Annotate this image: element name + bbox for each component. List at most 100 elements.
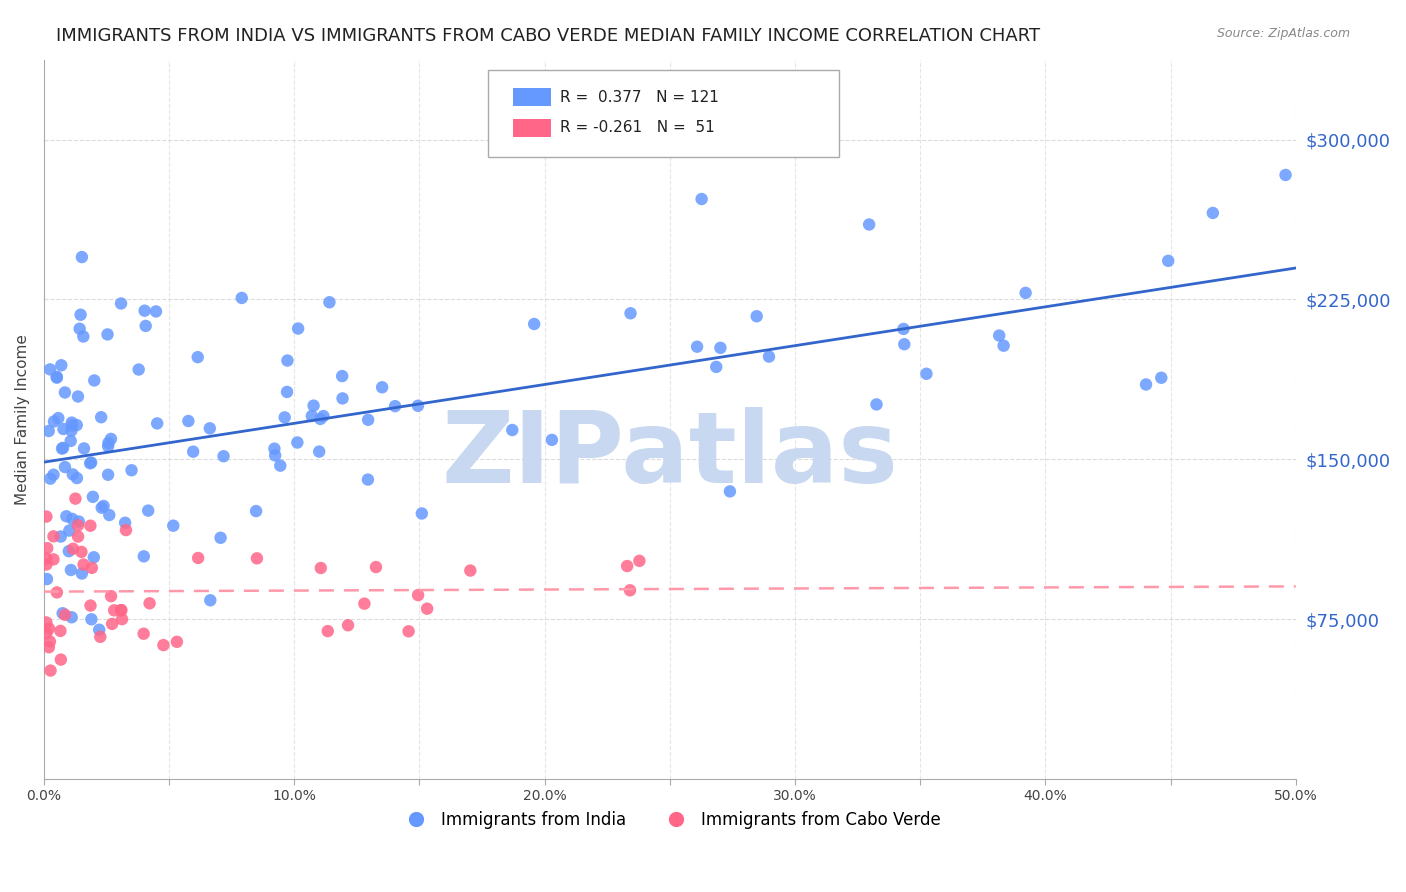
Immigrants from Cabo Verde	[80, 561, 103, 575]
Immigrants from India	[134, 303, 156, 318]
Immigrants from India	[704, 359, 727, 374]
Immigrants from India	[66, 471, 89, 485]
Immigrants from India	[60, 416, 83, 430]
Immigrants from Cabo Verde	[152, 638, 174, 652]
Immigrants from India	[72, 329, 94, 343]
Immigrants from India	[67, 515, 90, 529]
Immigrants from India	[66, 418, 89, 433]
Immigrants from India	[276, 353, 298, 368]
Immigrants from Cabo Verde	[35, 509, 58, 524]
Immigrants from India	[357, 413, 380, 427]
Immigrants from India	[915, 367, 938, 381]
Immigrants from India	[45, 369, 67, 384]
Immigrants from India	[330, 369, 353, 384]
Immigrants from India	[200, 593, 222, 607]
Immigrants from Cabo Verde	[619, 583, 641, 598]
Immigrants from India	[97, 436, 120, 450]
Immigrants from Cabo Verde	[166, 635, 188, 649]
Immigrants from India	[198, 421, 221, 435]
Text: R = -0.261   N =  51: R = -0.261 N = 51	[560, 120, 714, 135]
Text: IMMIGRANTS FROM INDIA VS IMMIGRANTS FROM CABO VERDE MEDIAN FAMILY INCOME CORRELA: IMMIGRANTS FROM INDIA VS IMMIGRANTS FROM…	[56, 27, 1040, 45]
Immigrants from India	[70, 250, 93, 264]
Immigrants from India	[709, 341, 731, 355]
Immigrants from India	[35, 572, 58, 586]
Immigrants from India	[52, 441, 75, 455]
Text: R =  0.377   N = 121: R = 0.377 N = 121	[560, 90, 718, 105]
Immigrants from Cabo Verde	[38, 622, 60, 636]
Immigrants from India	[93, 499, 115, 513]
Immigrants from India	[1157, 253, 1180, 268]
Immigrants from Cabo Verde	[42, 552, 65, 566]
Immigrants from India	[73, 442, 96, 456]
Immigrants from India	[357, 473, 380, 487]
Immigrants from India	[1135, 377, 1157, 392]
Immigrants from India	[53, 385, 76, 400]
Immigrants from Cabo Verde	[66, 518, 89, 533]
Immigrants from Cabo Verde	[316, 624, 339, 639]
Immigrants from India	[302, 399, 325, 413]
Immigrants from India	[128, 362, 150, 376]
Immigrants from India	[145, 304, 167, 318]
Immigrants from Cabo Verde	[398, 624, 420, 639]
Immigrants from India	[60, 418, 83, 433]
Immigrants from India	[269, 458, 291, 473]
Immigrants from India	[42, 415, 65, 429]
Immigrants from India	[52, 422, 75, 436]
Immigrants from India	[686, 340, 709, 354]
Immigrants from India	[51, 442, 73, 456]
Immigrants from India	[39, 472, 62, 486]
Immigrants from Cabo Verde	[100, 589, 122, 603]
Immigrants from India	[1014, 285, 1036, 300]
Immigrants from India	[758, 350, 780, 364]
Immigrants from India	[79, 456, 101, 470]
Immigrants from India	[89, 623, 111, 637]
Immigrants from Cabo Verde	[110, 603, 132, 617]
Immigrants from Cabo Verde	[45, 585, 67, 599]
Immigrants from India	[263, 442, 285, 456]
Immigrants from India	[45, 370, 67, 384]
Immigrants from India	[97, 467, 120, 482]
Immigrants from India	[38, 424, 60, 438]
Immigrants from India	[60, 424, 83, 438]
Immigrants from Cabo Verde	[38, 640, 60, 655]
Immigrants from India	[301, 409, 323, 423]
Immigrants from India	[993, 339, 1015, 353]
Text: ZIPatlas: ZIPatlas	[441, 407, 898, 504]
Immigrants from India	[62, 467, 84, 482]
Immigrants from India	[209, 531, 232, 545]
Immigrants from Cabo Verde	[115, 523, 138, 537]
Immigrants from Cabo Verde	[628, 554, 651, 568]
Immigrants from India	[39, 362, 62, 376]
Immigrants from India	[58, 524, 80, 538]
Immigrants from Cabo Verde	[337, 618, 360, 632]
Immigrants from India	[187, 350, 209, 364]
Immigrants from Cabo Verde	[49, 624, 72, 638]
Text: Source: ZipAtlas.com: Source: ZipAtlas.com	[1216, 27, 1350, 40]
Immigrants from India	[110, 296, 132, 310]
Immigrants from India	[1202, 206, 1225, 220]
Immigrants from India	[146, 417, 169, 431]
Immigrants from India	[264, 449, 287, 463]
Immigrants from India	[60, 610, 83, 624]
Immigrants from Cabo Verde	[364, 560, 387, 574]
Immigrants from India	[745, 310, 768, 324]
Immigrants from Cabo Verde	[49, 652, 72, 666]
Immigrants from Cabo Verde	[70, 545, 93, 559]
Immigrants from India	[60, 512, 83, 526]
Immigrants from India	[558, 417, 581, 431]
Immigrants from India	[51, 358, 73, 372]
Immigrants from Cabo Verde	[53, 607, 76, 622]
Immigrants from India	[865, 397, 887, 411]
Immigrants from Cabo Verde	[460, 564, 482, 578]
Immigrants from India	[98, 508, 121, 522]
Immigrants from India	[58, 544, 80, 558]
Immigrants from India	[114, 516, 136, 530]
Immigrants from Cabo Verde	[65, 491, 87, 506]
Immigrants from Cabo Verde	[37, 541, 59, 556]
Immigrants from India	[690, 192, 713, 206]
FancyBboxPatch shape	[488, 70, 839, 157]
Immigrants from India	[83, 374, 105, 388]
Immigrants from Cabo Verde	[89, 630, 111, 644]
Immigrants from India	[501, 423, 523, 437]
Immigrants from India	[308, 444, 330, 458]
